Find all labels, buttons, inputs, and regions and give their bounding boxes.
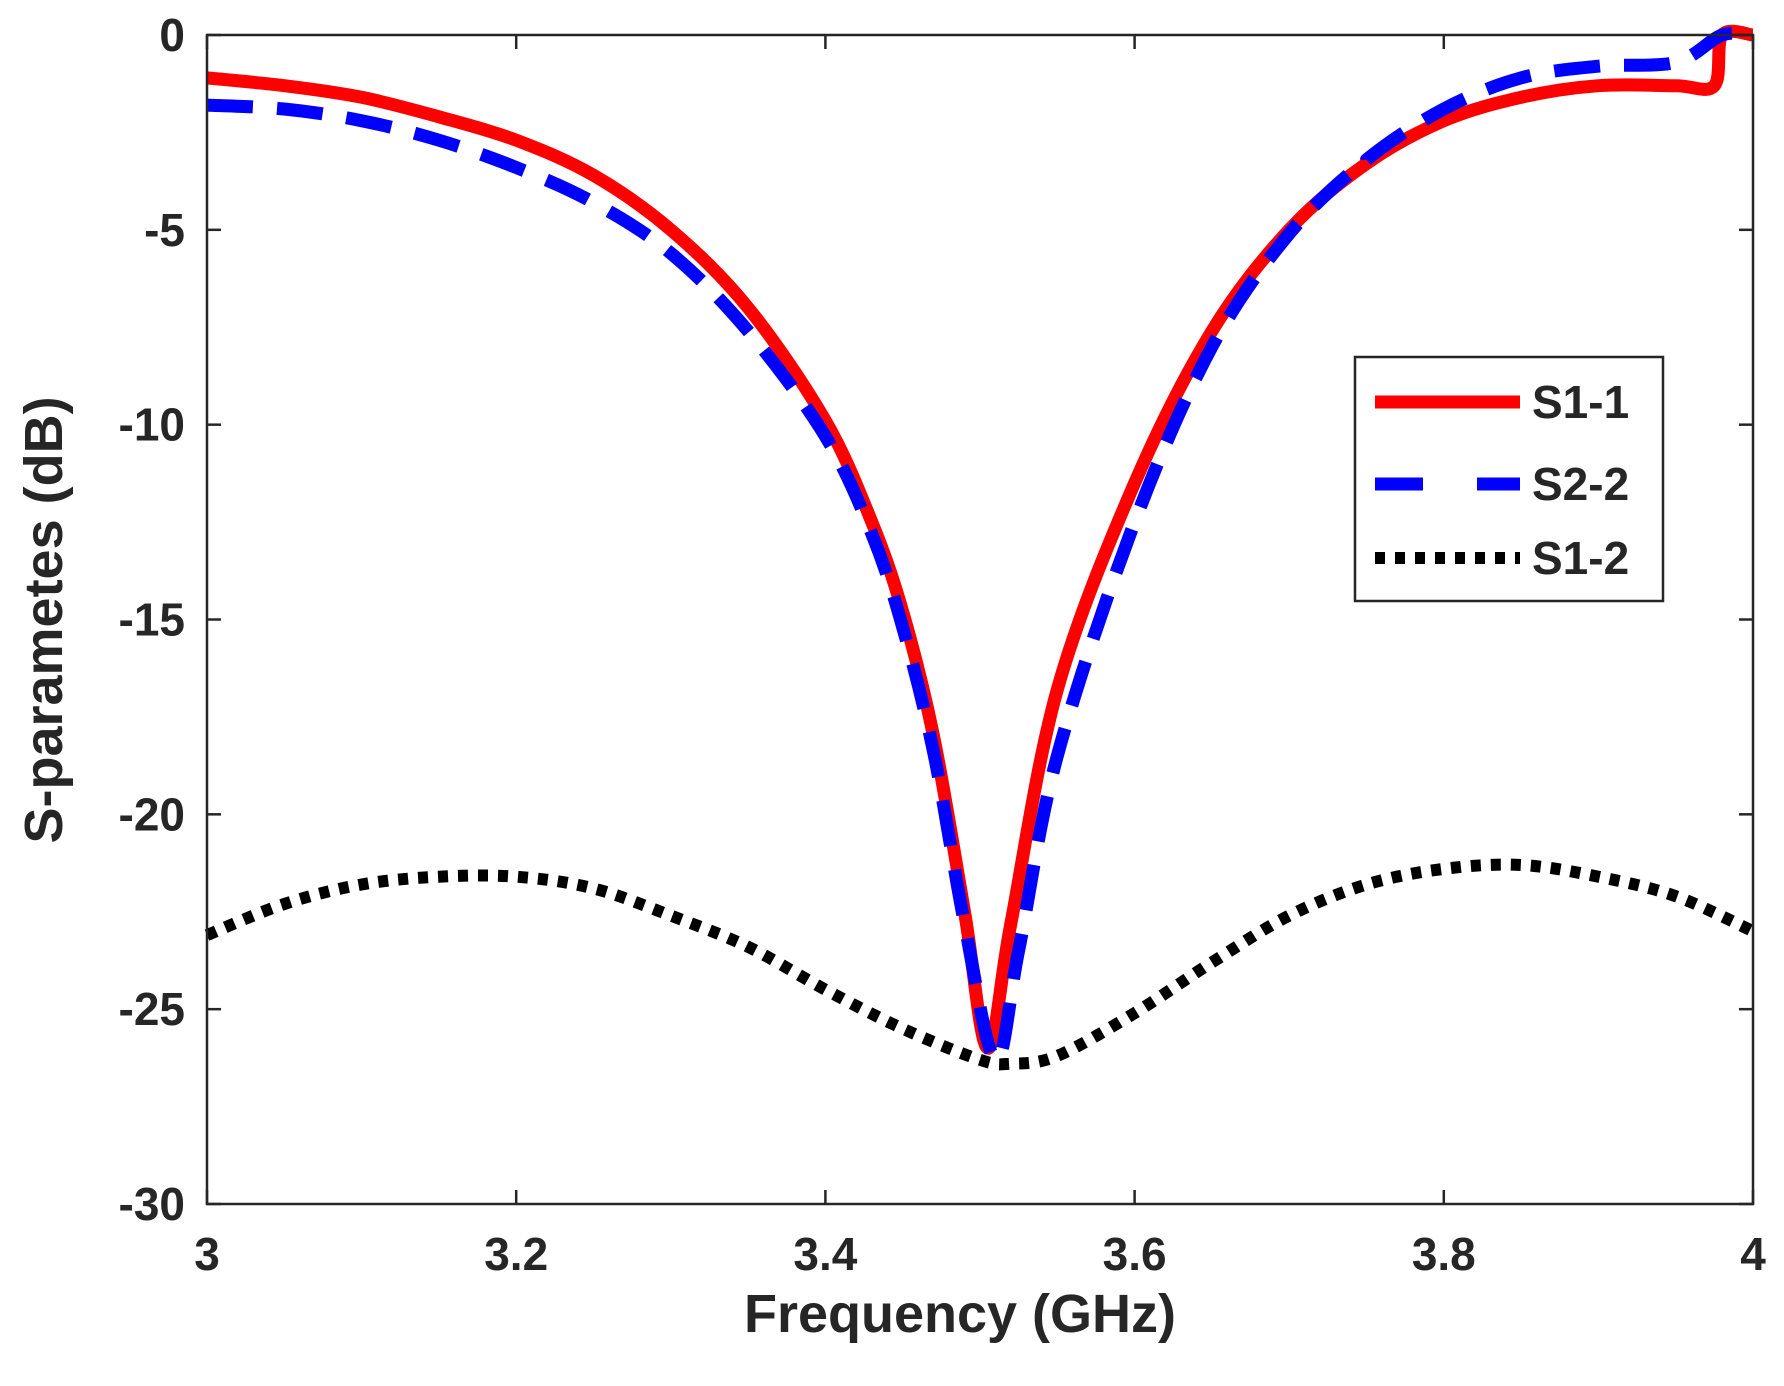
tick-layer: 3 3.2 3.4 3.6 3.8 4 0 -5 -10 -15 -20 -25 -30 xyxy=(119,9,1767,1280)
y-axis-label: S-parametes (dB) xyxy=(14,396,74,843)
y-tick-label: 0 xyxy=(159,9,185,61)
legend-label-s1-1: S1-1 xyxy=(1532,376,1629,428)
x-tick-label: 3.2 xyxy=(484,1228,548,1280)
legend: S1-1 S2-2 S1-2 xyxy=(1353,355,1665,603)
x-axis-label: Frequency (GHz) xyxy=(744,1284,1176,1344)
y-tick-label: -25 xyxy=(119,983,185,1035)
legend-label-s1-2: S1-2 xyxy=(1532,532,1629,584)
y-tick-label: -30 xyxy=(119,1178,185,1230)
y-tick-label: -5 xyxy=(144,204,185,256)
series-line-s1-2 xyxy=(204,858,1756,1071)
series-line-s2-2 xyxy=(206,26,1754,1067)
x-tick-label: 3.4 xyxy=(793,1228,857,1280)
legend-label-s2-2: S2-2 xyxy=(1532,458,1629,510)
series-layer xyxy=(204,24,1756,1071)
y-tick-label: -10 xyxy=(119,399,185,451)
y-tick-label: -15 xyxy=(119,594,185,646)
x-tick-label: 4 xyxy=(1740,1228,1766,1280)
x-tick-label: 3.8 xyxy=(1412,1228,1476,1280)
x-tick-label: 3 xyxy=(194,1228,220,1280)
y-tick-label: -20 xyxy=(119,788,185,840)
x-tick-label: 3.6 xyxy=(1103,1228,1167,1280)
